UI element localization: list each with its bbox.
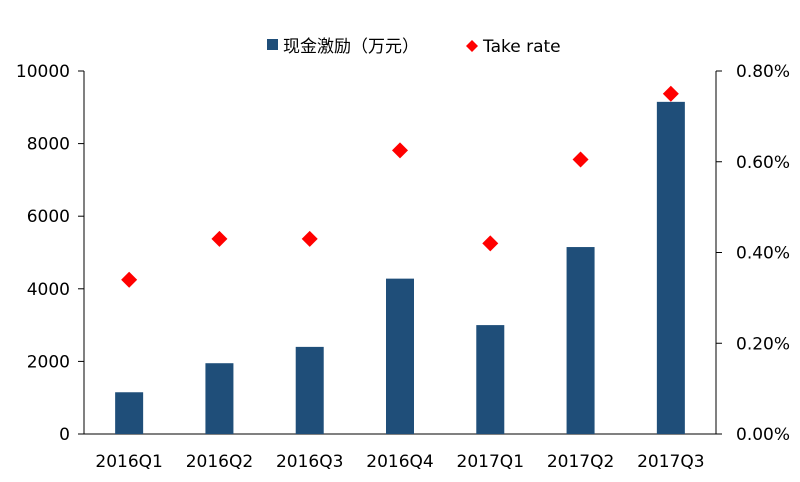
left-tick-label: 6000 bbox=[27, 207, 70, 227]
bar-2016q3 bbox=[295, 346, 324, 434]
left-tick-label: 2000 bbox=[27, 352, 70, 372]
legend-label-scatter: Take rate bbox=[482, 37, 561, 57]
x-tick-label-2017q2: 2017Q2 bbox=[547, 452, 614, 472]
right-tick-label: 0.40% bbox=[736, 244, 790, 264]
left-tick-label: 10000 bbox=[16, 62, 70, 82]
left-tick-label: 8000 bbox=[27, 135, 70, 155]
legend-swatch-scatter bbox=[466, 40, 478, 52]
take-rate-point-2016q4 bbox=[392, 142, 408, 159]
x-tick-label-2016q1: 2016Q1 bbox=[95, 452, 162, 472]
bar-2016q2 bbox=[205, 363, 234, 434]
x-tick-label-2016q4: 2016Q4 bbox=[366, 452, 433, 472]
bar-2016q1 bbox=[115, 392, 144, 434]
take-rate-point-2017q3 bbox=[662, 85, 679, 102]
take-rate-point-2017q2 bbox=[572, 151, 589, 168]
x-tick-label-2016q2: 2016Q2 bbox=[186, 452, 253, 472]
right-tick-label: 0.60% bbox=[736, 153, 790, 173]
legend: 现金激励（万元） Take rate bbox=[267, 37, 561, 57]
legend-swatch-bar bbox=[267, 39, 278, 50]
x-tick-label-2017q3: 2017Q3 bbox=[637, 452, 704, 472]
right-tick-label: 0.00% bbox=[736, 425, 790, 445]
x-tick-label-2016q3: 2016Q3 bbox=[276, 452, 343, 472]
bar-series bbox=[115, 101, 685, 434]
take-rate-point-2017q1 bbox=[482, 235, 499, 252]
take-rate-point-2016q3 bbox=[301, 230, 318, 247]
right-tick-label: 0.20% bbox=[736, 334, 790, 354]
x-tick-label-2017q1: 2017Q1 bbox=[457, 452, 524, 472]
left-tick-label: 4000 bbox=[27, 280, 70, 300]
axes: 0 2000 4000 6000 8000 10000 0.00% 0.20% 0.40% 0.6… bbox=[16, 62, 790, 472]
take-rate-point-2016q1 bbox=[121, 271, 138, 288]
take-rate-point-2016q2 bbox=[211, 230, 228, 247]
bar-2017q1 bbox=[476, 325, 505, 434]
bar-2017q2 bbox=[566, 247, 595, 434]
bar-2017q3 bbox=[656, 101, 685, 434]
left-tick-label: 0 bbox=[59, 425, 70, 445]
scatter-series bbox=[121, 85, 679, 288]
legend-label-bar: 现金激励（万元） bbox=[283, 37, 419, 57]
right-tick-label: 0.80% bbox=[736, 62, 790, 82]
bar-2016q4 bbox=[386, 278, 414, 434]
